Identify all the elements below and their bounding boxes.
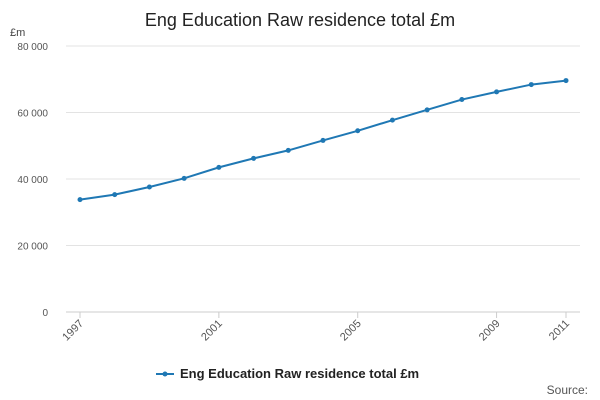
- x-tick-label: 1997: [60, 318, 86, 344]
- gridlines: [66, 45, 580, 246]
- data-point[interactable]: [459, 97, 465, 103]
- data-point[interactable]: [494, 89, 500, 95]
- data-point[interactable]: [181, 175, 187, 181]
- legend-label: Eng Education Raw residence total £m: [180, 366, 419, 381]
- data-point[interactable]: [389, 117, 395, 123]
- legend[interactable]: Eng Education Raw residence total £m: [156, 366, 419, 381]
- data-point[interactable]: [355, 128, 361, 134]
- data-point[interactable]: [112, 192, 118, 198]
- data-point[interactable]: [77, 197, 83, 203]
- data-point[interactable]: [146, 184, 152, 190]
- x-axis-ticks: 1997 2001 2005 2009 2011: [60, 312, 572, 343]
- x-tick-label: 2005: [338, 318, 364, 344]
- y-tick-label: 40 000: [17, 175, 48, 186]
- data-point[interactable]: [285, 147, 291, 153]
- series-layer: [77, 78, 569, 203]
- x-tick-label: 2009: [477, 318, 503, 344]
- data-point[interactable]: [216, 164, 222, 170]
- y-axis-ticks: 0 20 000 40 000 60 000 80 000: [17, 42, 48, 319]
- y-axis-unit: £m: [10, 27, 25, 39]
- data-point[interactable]: [563, 78, 569, 84]
- chart-title: Eng Education Raw residence total £m: [145, 10, 455, 30]
- y-tick-label: 20 000: [17, 242, 48, 253]
- data-point[interactable]: [320, 137, 326, 143]
- y-tick-label: 80 000: [17, 42, 48, 53]
- data-point[interactable]: [251, 155, 257, 161]
- y-tick-label: 60 000: [17, 109, 48, 120]
- legend-dot-marker: [162, 371, 168, 377]
- source-label: Source:: [547, 383, 588, 397]
- data-point[interactable]: [424, 107, 430, 113]
- y-tick-label: 0: [42, 308, 48, 319]
- x-tick-label: 2001: [199, 318, 225, 344]
- data-point[interactable]: [528, 82, 534, 88]
- x-tick-label: 2011: [547, 318, 572, 343]
